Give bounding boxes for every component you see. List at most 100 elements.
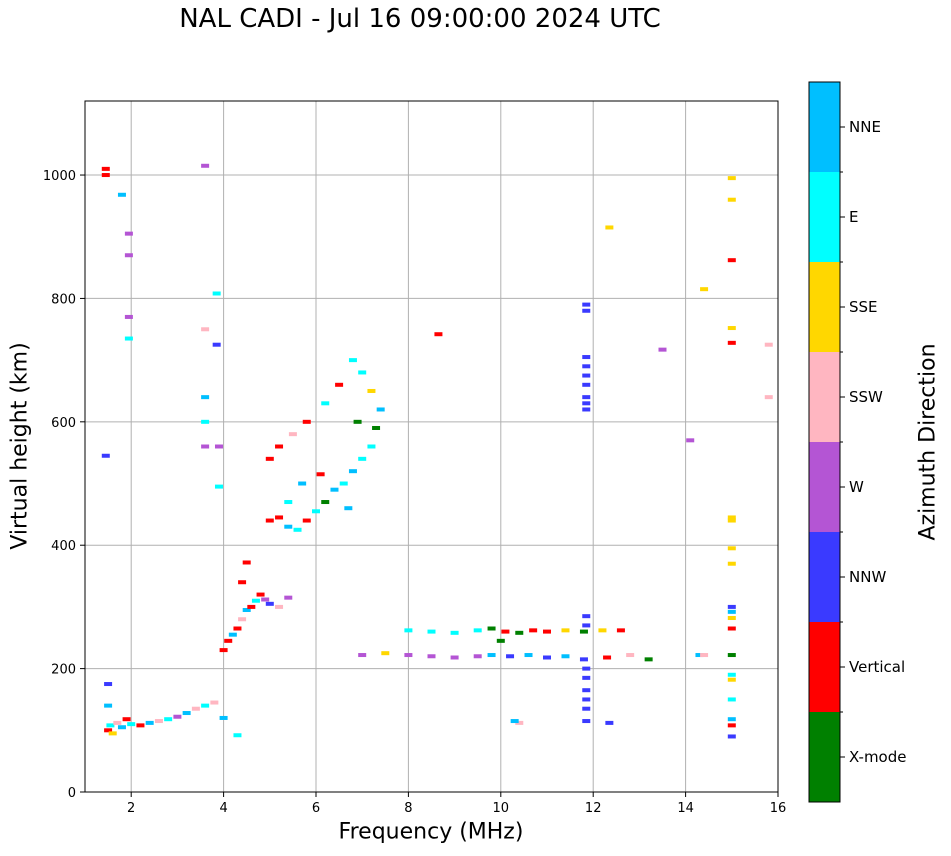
data-point	[529, 628, 538, 633]
data-point	[727, 616, 736, 621]
data-point	[727, 653, 736, 658]
data-point	[473, 654, 482, 659]
data-point	[298, 481, 307, 486]
data-point	[302, 518, 311, 523]
data-point	[582, 373, 591, 378]
x-tick-label: 10	[493, 801, 510, 816]
colorbar-tick-label: SSW	[849, 388, 883, 406]
data-point	[275, 604, 284, 609]
data-point	[335, 382, 344, 387]
data-point	[145, 720, 154, 725]
data-point	[224, 638, 233, 643]
y-tick-label: 0	[68, 786, 76, 801]
data-point	[727, 258, 736, 263]
x-tick-label: 4	[219, 801, 227, 816]
data-point	[242, 607, 251, 612]
data-point	[561, 654, 570, 659]
data-point	[524, 653, 533, 658]
data-point	[510, 719, 519, 724]
data-point	[164, 717, 173, 722]
data-point	[233, 733, 242, 738]
data-point	[312, 509, 320, 514]
data-point	[616, 628, 625, 633]
colorbar-label: Azimuth Direction	[915, 343, 941, 541]
data-point	[124, 231, 133, 236]
data-point	[101, 453, 110, 458]
data-point	[473, 628, 482, 633]
data-point	[106, 723, 115, 728]
data-point	[201, 444, 210, 449]
data-point	[764, 395, 773, 400]
colorbar-tick-label: W	[849, 478, 864, 496]
data-point	[582, 364, 591, 369]
data-point	[727, 717, 736, 722]
data-point	[367, 444, 376, 449]
x-axis-label: Frequency (MHz)	[338, 819, 524, 845]
data-point	[727, 326, 736, 331]
data-point	[579, 657, 588, 662]
data-point	[582, 675, 591, 680]
data-point	[353, 419, 362, 424]
data-point	[598, 628, 607, 633]
data-point	[344, 506, 353, 511]
data-point	[321, 500, 330, 505]
data-point	[201, 419, 210, 424]
data-point	[727, 697, 736, 702]
data-point	[339, 481, 348, 486]
data-point	[487, 626, 496, 631]
data-point	[136, 723, 145, 728]
data-point	[644, 657, 653, 662]
data-point	[582, 355, 591, 360]
colorbar-tick-label: NNW	[849, 568, 887, 586]
data-point	[219, 648, 228, 653]
grid-layer	[85, 101, 779, 793]
data-point	[727, 604, 736, 609]
data-point	[330, 487, 339, 492]
data-point	[450, 655, 459, 660]
data-point	[201, 327, 210, 332]
x-tick-label: 12	[585, 801, 602, 816]
data-point	[124, 314, 133, 319]
data-point	[238, 580, 247, 585]
data-point	[228, 632, 237, 637]
data-point	[210, 700, 219, 705]
x-tick-label: 14	[677, 801, 694, 816]
data-point	[214, 444, 223, 449]
y-tick-label: 600	[51, 416, 76, 431]
data-point	[113, 720, 122, 725]
data-point	[543, 655, 551, 660]
data-point	[501, 629, 510, 634]
colorbar-tick-label: E	[849, 208, 859, 226]
data-point	[727, 677, 736, 682]
data-point	[316, 472, 325, 477]
data-point	[256, 592, 265, 597]
data-point	[450, 630, 459, 635]
data-point	[212, 291, 221, 296]
data-point	[182, 711, 191, 716]
axes-layer: 2 4 6 8 10 12 14 16 0 200 400 600 800 1000	[43, 100, 786, 816]
data-point	[427, 629, 436, 634]
data-point	[265, 456, 274, 461]
data-point	[404, 653, 413, 658]
colorbar-tick-label: Vertical	[849, 658, 906, 676]
data-point	[381, 651, 390, 656]
data-point	[242, 560, 251, 565]
data-point	[582, 308, 591, 313]
data-point	[582, 623, 591, 628]
data-point	[605, 720, 614, 725]
data-point	[434, 332, 443, 337]
data-point	[284, 595, 293, 600]
data-point	[727, 734, 736, 739]
data-point	[275, 515, 284, 520]
x-tick-label: 2	[127, 801, 135, 816]
data-point	[582, 666, 591, 671]
data-point	[727, 672, 736, 677]
colorbar-frame	[808, 81, 841, 803]
data-point	[284, 524, 293, 529]
colorbar-tick-label: X-mode	[849, 748, 907, 766]
data-point	[582, 302, 591, 307]
data-point	[727, 546, 736, 551]
data-point	[427, 654, 436, 659]
colorbar-segment	[809, 172, 840, 262]
